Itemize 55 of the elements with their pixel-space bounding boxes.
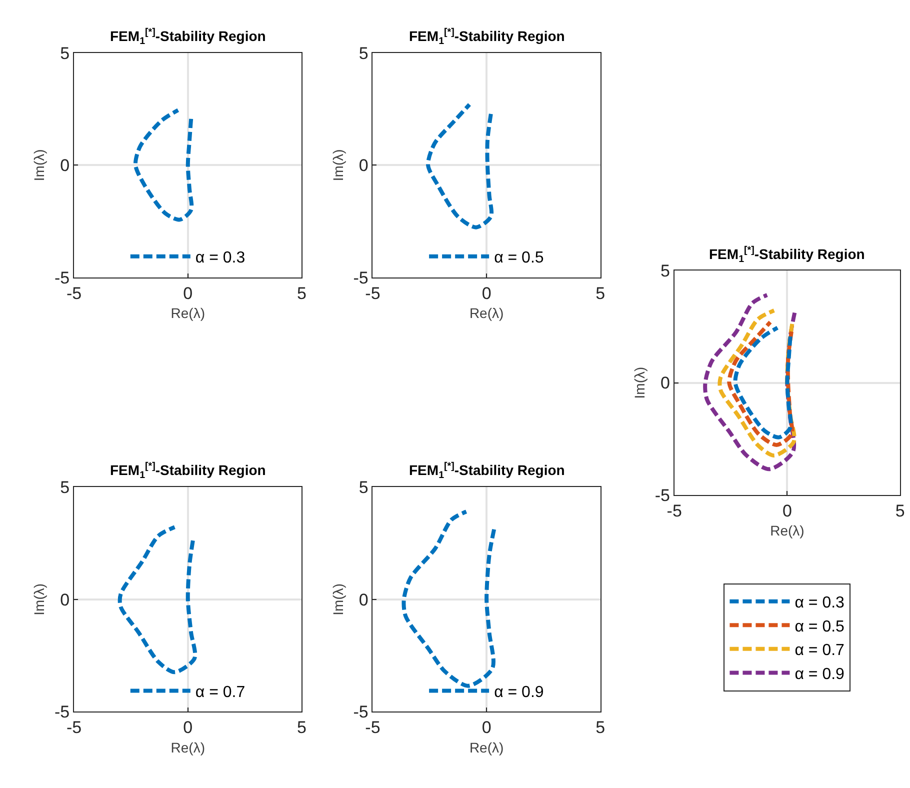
- chart-title: FEM$_{1}$$^{[*]}$-Stability Region: [409, 461, 565, 481]
- x-tick-label: 0: [183, 284, 193, 303]
- y-tick-label: 0: [60, 156, 70, 176]
- y-tick-label: 5: [358, 478, 368, 498]
- y-tick-label: 0: [358, 590, 368, 610]
- legend-label: α = 0.5: [494, 250, 544, 267]
- line-series: [718, 308, 796, 458]
- legend-label: α = 0.7: [195, 684, 246, 701]
- y-tick-label: -5: [353, 268, 368, 288]
- legend-label: α = 0.5: [794, 618, 845, 636]
- y-tick-label: 0: [60, 590, 70, 610]
- x-tick-label: 0: [183, 718, 193, 738]
- line-series: [727, 320, 794, 447]
- x-tick-label: 5: [596, 284, 606, 303]
- legend-label: α = 0.9: [494, 684, 544, 701]
- x-tick-label: 5: [297, 284, 306, 303]
- x-axis-title: Re(λ): [170, 305, 206, 322]
- x-tick-label: 0: [482, 284, 492, 303]
- y-axis-title: Im(λ): [330, 583, 346, 616]
- x-tick-label: 5: [297, 718, 306, 738]
- x-tick-label: 5: [895, 501, 905, 520]
- legend-label: α = 0.9: [794, 666, 845, 683]
- y-tick-label: 0: [358, 156, 368, 176]
- chart-title: FEM$_{1}$$^{[*]}$-Stability Region: [110, 461, 266, 481]
- x-tick-label: 0: [782, 501, 792, 520]
- line-series: [118, 525, 198, 674]
- line-series: [426, 102, 494, 230]
- y-tick-label: 5: [60, 44, 70, 63]
- y-tick-label: 0: [660, 374, 670, 393]
- legend-label: α = 0.3: [195, 250, 246, 267]
- legend-label: α = 0.3: [794, 594, 845, 612]
- x-tick-label: 0: [482, 718, 492, 738]
- y-tick-label: -5: [353, 702, 368, 722]
- chart-title: FEM$_{1}$$^{[*]}$-Stability Region: [709, 245, 865, 265]
- legend-label: α = 0.7: [794, 642, 845, 660]
- y-tick-label: 5: [660, 261, 670, 280]
- x-axis-title: Re(λ): [170, 739, 206, 756]
- y-axis-title: Im(λ): [31, 583, 48, 616]
- y-axis-title: Im(λ): [31, 149, 48, 182]
- line-series: [703, 293, 797, 472]
- y-axis-title: Im(λ): [330, 149, 346, 182]
- x-tick-label: 5: [596, 718, 606, 738]
- chart-title: FEM$_{1}$$^{[*]}$-Stability Region: [409, 27, 565, 47]
- y-tick-label: -5: [54, 702, 70, 722]
- y-tick-label: 5: [60, 478, 70, 498]
- line-series: [733, 326, 793, 440]
- chart-title: FEM$_{1}$$^{[*]}$-Stability Region: [110, 27, 266, 47]
- line-series: [133, 108, 194, 222]
- x-axis-title: Re(λ): [469, 305, 504, 322]
- y-tick-label: -5: [54, 268, 70, 288]
- y-tick-label: -5: [654, 486, 670, 505]
- y-tick-label: 5: [358, 44, 368, 63]
- x-axis-title: Re(λ): [770, 522, 804, 539]
- y-axis-title: Im(λ): [631, 366, 648, 399]
- x-axis-title: Re(λ): [469, 739, 504, 756]
